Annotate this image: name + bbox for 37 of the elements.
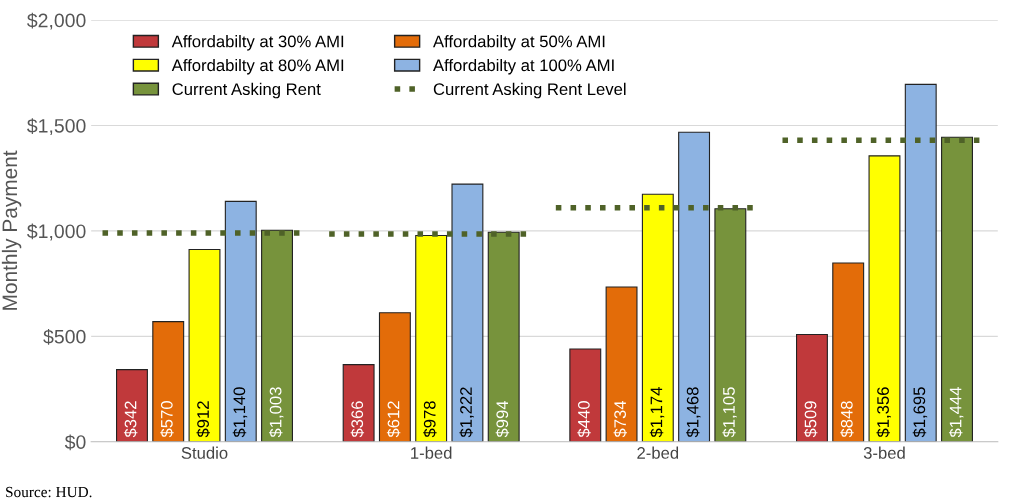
data-label: $1,222 xyxy=(459,387,474,438)
x-tick-label: Studio xyxy=(181,446,228,459)
data-label: $1,174 xyxy=(649,387,665,438)
y-tick-label: $0 xyxy=(64,434,86,451)
legend-label: Current Asking Rent Level xyxy=(433,82,626,99)
data-label: $1,468 xyxy=(686,387,701,438)
data-label: $994 xyxy=(495,400,510,438)
y-tick-label: $1,000 xyxy=(27,223,86,241)
data-label: $509 xyxy=(803,401,818,438)
y-tick-label: $2,000 xyxy=(27,12,86,30)
data-label: $848 xyxy=(840,401,854,438)
data-label: $570 xyxy=(160,401,174,438)
data-label: $440 xyxy=(577,401,591,438)
data-label: $342 xyxy=(123,401,138,438)
y-tick-label: $500 xyxy=(43,328,86,345)
data-label: $1,444 xyxy=(948,387,964,438)
legend-label: Affordabilty at 50% AMI xyxy=(433,35,605,51)
legend-label: Affordabilty at 80% AMI xyxy=(171,58,344,75)
legend-label: Affordabilty at 100% AMI xyxy=(433,58,614,75)
x-tick-label: 2-bed xyxy=(637,446,679,459)
data-label: $1,695 xyxy=(912,387,928,438)
data-label: $978 xyxy=(423,401,437,438)
data-label: $612 xyxy=(386,401,401,438)
data-label: $1,356 xyxy=(876,387,891,438)
data-label: $1,003 xyxy=(269,387,284,438)
x-tick-label: 3-bed xyxy=(863,446,905,459)
x-tick-label: 1-bed xyxy=(411,446,452,459)
y-tick-label: $1,500 xyxy=(27,118,86,136)
source-note: Source: HUD. xyxy=(6,486,92,498)
data-label: $1,105 xyxy=(722,387,737,438)
data-label: $1,140 xyxy=(232,387,248,438)
data-label: $912 xyxy=(196,401,210,438)
data-label: $366 xyxy=(350,401,365,438)
y-axis-title: Monthly Payment xyxy=(1,150,22,310)
data-label: $734 xyxy=(613,400,628,438)
legend-label: Affordabilty at 30% AMI xyxy=(171,35,344,51)
legend-label: Current Asking Rent xyxy=(172,82,321,99)
